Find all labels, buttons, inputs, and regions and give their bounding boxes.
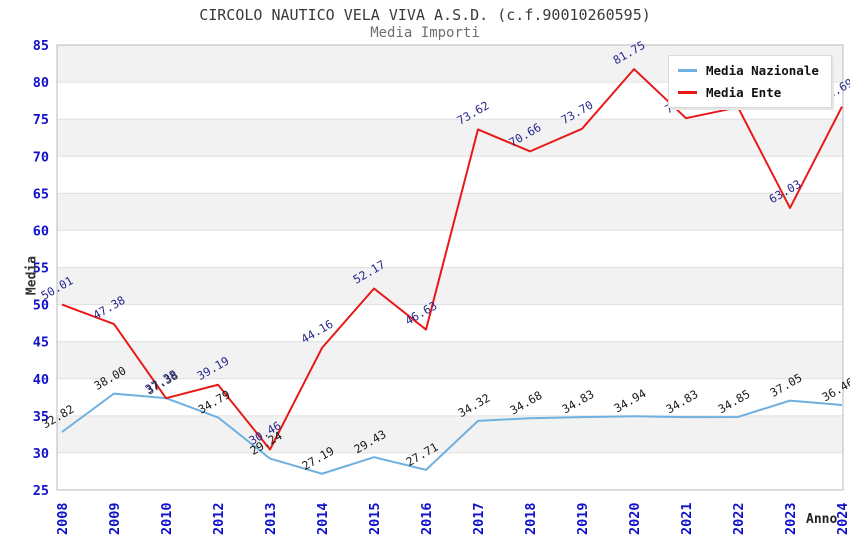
chart-subtitle: Media Importi	[370, 25, 480, 41]
grid-band	[57, 341, 843, 379]
grid-band	[57, 452, 843, 490]
x-tick-label: 2014	[315, 502, 331, 535]
x-tick-label: 2008	[55, 502, 71, 535]
y-tick-label: 25	[33, 483, 49, 499]
grid-band	[57, 304, 843, 342]
grid-band	[57, 378, 843, 416]
legend-swatch-ente-icon	[678, 91, 697, 94]
y-tick-label: 80	[33, 75, 49, 91]
y-tick-label: 60	[33, 223, 49, 239]
x-tick-label: 2018	[523, 502, 539, 535]
x-tick-label: 2019	[575, 502, 591, 535]
legend-label-nazionale: Media Nazionale	[706, 63, 819, 78]
x-tick-label: 2016	[419, 502, 435, 535]
legend-item-media-ente: Media Ente	[678, 85, 819, 100]
y-tick-label: 45	[33, 335, 49, 351]
x-axis-title: Anno	[806, 512, 838, 527]
x-tick-label: 2009	[107, 502, 123, 535]
grid-band	[57, 156, 843, 194]
x-tick-label: 2015	[367, 502, 383, 535]
x-tick-label: 2022	[731, 502, 747, 535]
y-tick-label: 40	[33, 372, 49, 388]
grid-band	[57, 267, 843, 305]
x-tick-label: 2020	[627, 502, 643, 535]
y-tick-label: 85	[33, 38, 49, 54]
legend-label-ente: Media Ente	[706, 85, 782, 100]
y-tick-label: 75	[33, 112, 49, 128]
grid-band	[57, 119, 843, 157]
x-tick-label: 2017	[471, 502, 487, 535]
grid-band	[57, 193, 843, 231]
plot-border	[56, 44, 844, 491]
series-line-media-nazionale	[61, 392, 843, 475]
y-tick-label: 65	[33, 186, 49, 202]
y-tick-label: 35	[33, 409, 49, 425]
y-tick-label: 55	[33, 261, 49, 277]
x-tick-label: 2013	[263, 502, 279, 535]
series-line-media-ente	[61, 68, 843, 451]
x-tick-label: 2021	[679, 502, 695, 535]
y-axis-title: Media	[24, 255, 40, 296]
legend-swatch-nazionale-icon	[678, 69, 697, 72]
chart-legend: Media Nazionale Media Ente	[668, 55, 832, 108]
x-tick-label: 2012	[211, 502, 227, 535]
y-tick-label: 50	[33, 298, 49, 314]
x-tick-label: 2010	[159, 502, 175, 535]
chart-title: CIRCOLO NAUTICO VELA VIVA A.S.D. (c.f.90…	[199, 6, 651, 24]
y-tick-label: 30	[33, 446, 49, 462]
y-tick-label: 70	[33, 149, 49, 165]
legend-item-media-nazionale: Media Nazionale	[678, 63, 819, 78]
x-tick-label: 2024	[835, 502, 850, 535]
x-tick-label: 2023	[783, 502, 799, 535]
